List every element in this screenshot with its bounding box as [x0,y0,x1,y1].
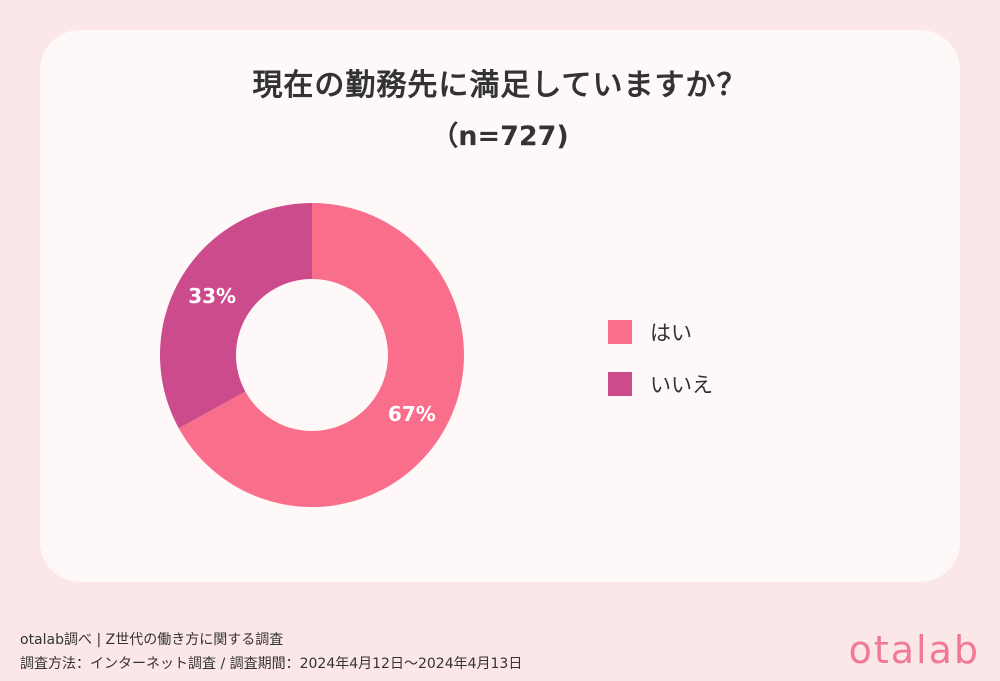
footer: otalab調べ | Z世代の働き方に関する調査 調査方法：インターネット調査 … [20,628,522,676]
slice-no [159,203,312,429]
chart-title: 現在の勤務先に満足していますか？ [252,68,748,103]
legend-label-no: いいえ [650,373,713,397]
footer-source: otalab調べ | Z世代の働き方に関する調査 [20,632,284,648]
chart-subtitle: （n=727) [431,121,569,152]
legend-item-yes: はい [608,318,713,346]
footer-method: 調査方法：インターネット調査 / 調査期間：2024年4月12日〜2024年4月… [20,656,523,672]
slice-yes [178,203,465,507]
legend-swatch-no [608,372,632,396]
legend-swatch-yes [608,320,632,344]
legend-item-no: いいえ [608,370,713,398]
legend-label-yes: はい [650,321,692,345]
data-label-no: 33% [188,284,236,308]
data-label-yes: 67% [388,402,436,426]
legend: はい いいえ [608,318,713,422]
otalab-logo: otalab [848,628,980,672]
